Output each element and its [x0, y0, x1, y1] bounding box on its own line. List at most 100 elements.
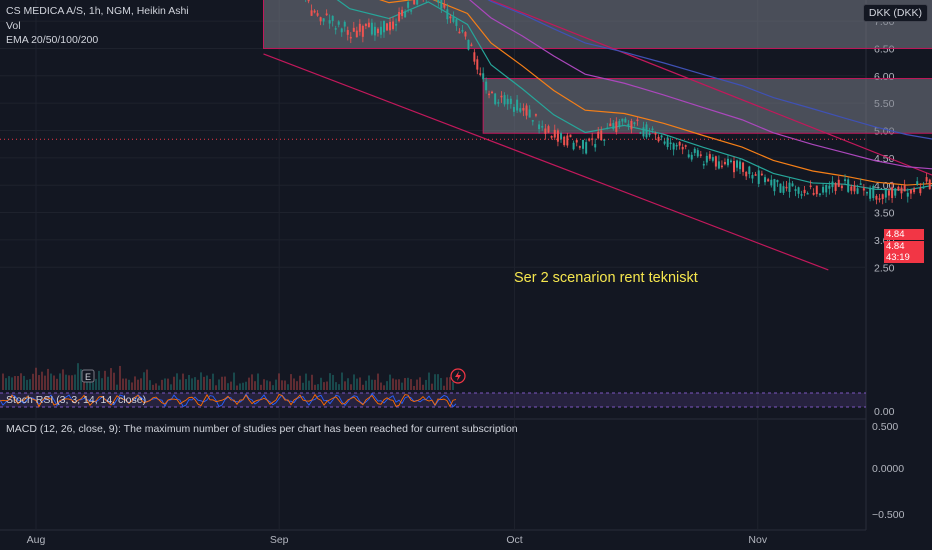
candle-body [702, 163, 705, 166]
macd-tick-label: 0.500 [872, 421, 898, 433]
candle-body [840, 185, 843, 189]
last-price-label-2: 4.84 [884, 241, 924, 252]
candle-body [334, 28, 337, 30]
volume-bar [380, 382, 382, 390]
candle-body [482, 73, 485, 80]
volume-bar [386, 381, 388, 390]
volume-bar [413, 385, 415, 390]
volume-bar [404, 378, 406, 390]
candle-body [657, 136, 660, 142]
candle-body [666, 137, 669, 147]
candle-body [866, 191, 869, 194]
candle-body [467, 39, 470, 50]
volume-bar [59, 373, 61, 390]
volume-bar [26, 379, 28, 390]
candle-body [630, 120, 633, 130]
candle-body [612, 123, 615, 130]
candle-body [525, 105, 528, 116]
candle-body [862, 188, 865, 191]
volume-bar [338, 384, 340, 390]
candle-body [844, 179, 847, 182]
candle-body [464, 32, 467, 37]
candle-body [473, 52, 476, 62]
candle-body [922, 186, 925, 189]
volume-bar [227, 383, 229, 390]
candle-body [831, 181, 834, 188]
volume-bar [143, 372, 145, 390]
candle-body [603, 139, 606, 141]
candle-body [903, 185, 906, 192]
candle-body [928, 179, 931, 190]
candle-body [770, 179, 773, 186]
candle-body [633, 122, 636, 124]
candle-body [884, 189, 887, 198]
volume-bar [179, 379, 181, 390]
candle-body [894, 188, 897, 196]
volume-bar [314, 384, 316, 390]
y-tick-label: 3.50 [874, 208, 895, 220]
candle-body [541, 126, 544, 128]
candle-body [416, 0, 419, 5]
currency-scale-button[interactable]: DKK (DKK) [862, 4, 928, 22]
candle-body [859, 183, 862, 185]
candle-body [485, 81, 488, 91]
volume-bar [401, 382, 403, 390]
candle-body [739, 161, 742, 170]
earnings-marker: E [81, 369, 95, 383]
volume-bar [311, 374, 313, 390]
volume-bar [407, 377, 409, 390]
candle-body [812, 192, 815, 195]
candle-body [597, 131, 600, 139]
candle-body [878, 198, 881, 200]
volume-bar [185, 379, 187, 390]
stoch-rsi-legend: Stoch RSI (3, 3, 14, 14, close) [6, 394, 147, 406]
candle-body [547, 126, 550, 133]
volume-bar [68, 375, 70, 390]
volume-bar [302, 382, 304, 390]
volume-bar [353, 374, 355, 390]
candle-body [916, 181, 919, 185]
candle-body [410, 10, 413, 12]
volume-bar [254, 381, 256, 390]
volume-bar [317, 384, 319, 390]
candle-body [687, 154, 690, 158]
candle-body [609, 123, 612, 127]
candle-body [732, 161, 735, 173]
volume-bar [128, 379, 130, 390]
volume-bar [278, 373, 280, 390]
candle-body [745, 171, 748, 177]
volume-bar [74, 374, 76, 390]
candle-body [681, 146, 684, 150]
candle-body [624, 118, 627, 123]
volume-bar [44, 375, 46, 390]
candle-body [615, 121, 618, 132]
candle-body [906, 192, 909, 197]
volume-bar [452, 381, 454, 390]
candle-body [563, 136, 566, 146]
candle-body [660, 135, 663, 138]
volume-bar [125, 378, 127, 390]
candle-body [331, 15, 334, 21]
candle-body [909, 189, 912, 194]
candle-body [352, 27, 355, 32]
candle-body [531, 120, 534, 122]
candle-body [776, 180, 779, 183]
candle-body [392, 21, 395, 29]
volume-bar [347, 378, 349, 390]
candle-body [797, 187, 800, 194]
volume-bar [80, 369, 82, 390]
candle-body [693, 148, 696, 153]
candle-body [672, 143, 675, 150]
candle-body [328, 20, 331, 24]
candle-body [355, 30, 358, 38]
candle-body [825, 185, 828, 193]
volume-bar [8, 376, 10, 390]
volume-bar [17, 375, 19, 390]
volume-bar [389, 374, 391, 390]
candle-body [663, 141, 666, 144]
volume-bar [170, 384, 172, 390]
candle-body [748, 166, 751, 175]
candle-body [791, 183, 794, 187]
volume-bar [233, 372, 235, 390]
